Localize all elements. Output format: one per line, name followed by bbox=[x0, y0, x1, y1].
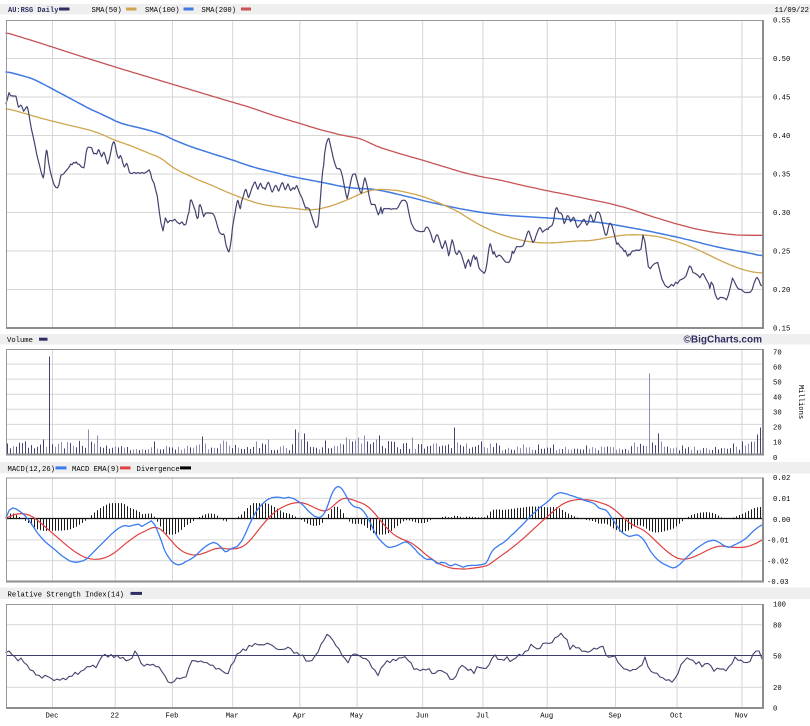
svg-text:50: 50 bbox=[773, 654, 782, 662]
svg-text:Millions: Millions bbox=[796, 385, 804, 420]
svg-text:Aug: Aug bbox=[540, 713, 553, 721]
svg-text:-0.02: -0.02 bbox=[767, 558, 789, 566]
svg-text:Divergence: Divergence bbox=[137, 466, 180, 474]
svg-text:0.02: 0.02 bbox=[773, 475, 790, 483]
svg-text:0.20: 0.20 bbox=[773, 287, 790, 295]
svg-text:0.01: 0.01 bbox=[773, 496, 790, 504]
svg-text:Relative Strength Index(14): Relative Strength Index(14) bbox=[8, 591, 124, 599]
svg-text:SMA(50): SMA(50) bbox=[92, 7, 122, 15]
svg-text:0: 0 bbox=[773, 706, 777, 714]
svg-text:70: 70 bbox=[773, 349, 782, 357]
svg-text:0.40: 0.40 bbox=[773, 133, 790, 141]
svg-text:Oct: Oct bbox=[670, 713, 683, 721]
svg-text:Jul: Jul bbox=[476, 713, 489, 721]
svg-text:Jun: Jun bbox=[416, 713, 429, 721]
svg-text:11/09/22: 11/09/22 bbox=[774, 7, 809, 15]
svg-text:MACD EMA(9): MACD EMA(9) bbox=[72, 466, 119, 474]
svg-text:0: 0 bbox=[773, 455, 777, 463]
svg-text:©BigCharts.com: ©BigCharts.com bbox=[684, 335, 763, 346]
svg-text:0.55: 0.55 bbox=[773, 18, 790, 26]
svg-text:0.35: 0.35 bbox=[773, 172, 790, 180]
svg-text:Apr: Apr bbox=[293, 713, 306, 721]
svg-text:22: 22 bbox=[110, 713, 119, 721]
svg-text:40: 40 bbox=[773, 395, 782, 403]
svg-text:-0.01: -0.01 bbox=[767, 538, 789, 546]
svg-text:60: 60 bbox=[773, 364, 782, 372]
svg-text:MACD(12,26): MACD(12,26) bbox=[8, 466, 55, 474]
svg-text:Dec: Dec bbox=[46, 713, 59, 721]
svg-text:100: 100 bbox=[773, 602, 786, 610]
svg-text:Volume: Volume bbox=[7, 337, 33, 345]
svg-text:0.50: 0.50 bbox=[773, 56, 790, 64]
svg-text:May: May bbox=[350, 713, 364, 721]
svg-text:Feb: Feb bbox=[166, 713, 179, 721]
svg-text:Sep: Sep bbox=[609, 713, 622, 721]
svg-text:0.30: 0.30 bbox=[773, 210, 790, 218]
svg-text:20: 20 bbox=[773, 685, 782, 693]
svg-text:50: 50 bbox=[773, 379, 782, 387]
svg-text:Nov: Nov bbox=[735, 713, 749, 721]
svg-text:10: 10 bbox=[773, 440, 782, 448]
svg-text:0.15: 0.15 bbox=[773, 326, 790, 334]
svg-text:0.25: 0.25 bbox=[773, 249, 790, 257]
svg-text:SMA(100): SMA(100) bbox=[145, 7, 180, 15]
svg-text:AU:RSG Daily: AU:RSG Daily bbox=[8, 7, 59, 15]
svg-text:-0.03: -0.03 bbox=[767, 579, 789, 587]
svg-text:SMA(200): SMA(200) bbox=[202, 7, 237, 15]
svg-text:0.45: 0.45 bbox=[773, 95, 790, 103]
svg-text:0.00: 0.00 bbox=[773, 517, 790, 525]
svg-text:20: 20 bbox=[773, 425, 782, 433]
svg-text:80: 80 bbox=[773, 623, 782, 631]
svg-text:30: 30 bbox=[773, 410, 782, 418]
svg-text:Mar: Mar bbox=[226, 713, 239, 721]
